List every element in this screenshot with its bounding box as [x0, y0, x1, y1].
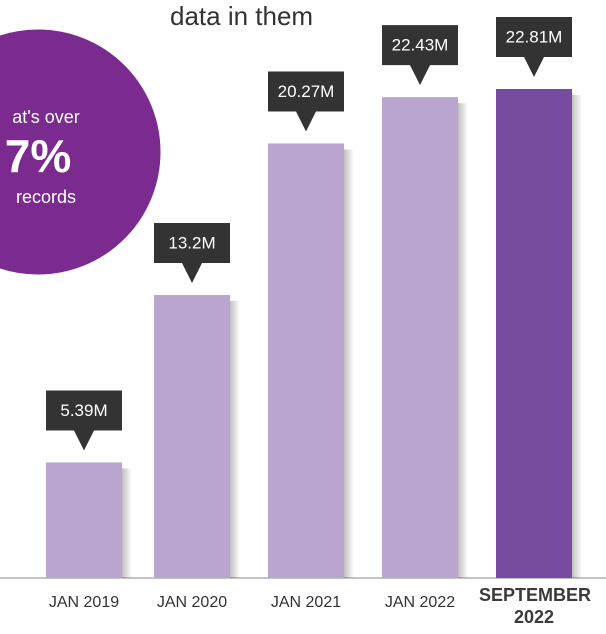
value-label: 22.43M: [392, 36, 449, 55]
value-label: 20.27M: [278, 82, 335, 101]
label-box: [496, 17, 572, 77]
label-box: [46, 390, 122, 451]
bar: [382, 97, 458, 578]
x-tick-label: SEPTEMBER 2022: [479, 585, 592, 627]
bar: [268, 143, 344, 578]
x-tick-label: JAN 2020: [156, 594, 228, 611]
chart-title: data in them: [170, 1, 313, 31]
bar-shadow: [572, 95, 582, 578]
value-label: 13.2M: [168, 234, 215, 253]
x-tick-label: JAN 2019: [48, 594, 120, 611]
callout-text: records: [16, 187, 76, 207]
label-box: [154, 223, 230, 284]
bar: [154, 295, 230, 578]
x-tick-label: JAN 2022: [384, 594, 456, 611]
callout-circle: [0, 26, 164, 278]
callout-text: at's over: [12, 107, 79, 127]
bar-shadow: [230, 301, 240, 578]
bar: [496, 89, 572, 578]
x-tick-label: JAN 2021: [270, 594, 342, 611]
label-box: [382, 25, 458, 86]
bar: [46, 462, 122, 578]
label-box: [268, 71, 344, 132]
bar-shadow: [122, 468, 132, 578]
value-label: 5.39M: [60, 401, 107, 420]
value-label: 22.81M: [506, 27, 563, 46]
bar-shadow: [458, 103, 468, 578]
callout-number: 7%: [5, 130, 71, 182]
bar-shadow: [344, 149, 354, 578]
